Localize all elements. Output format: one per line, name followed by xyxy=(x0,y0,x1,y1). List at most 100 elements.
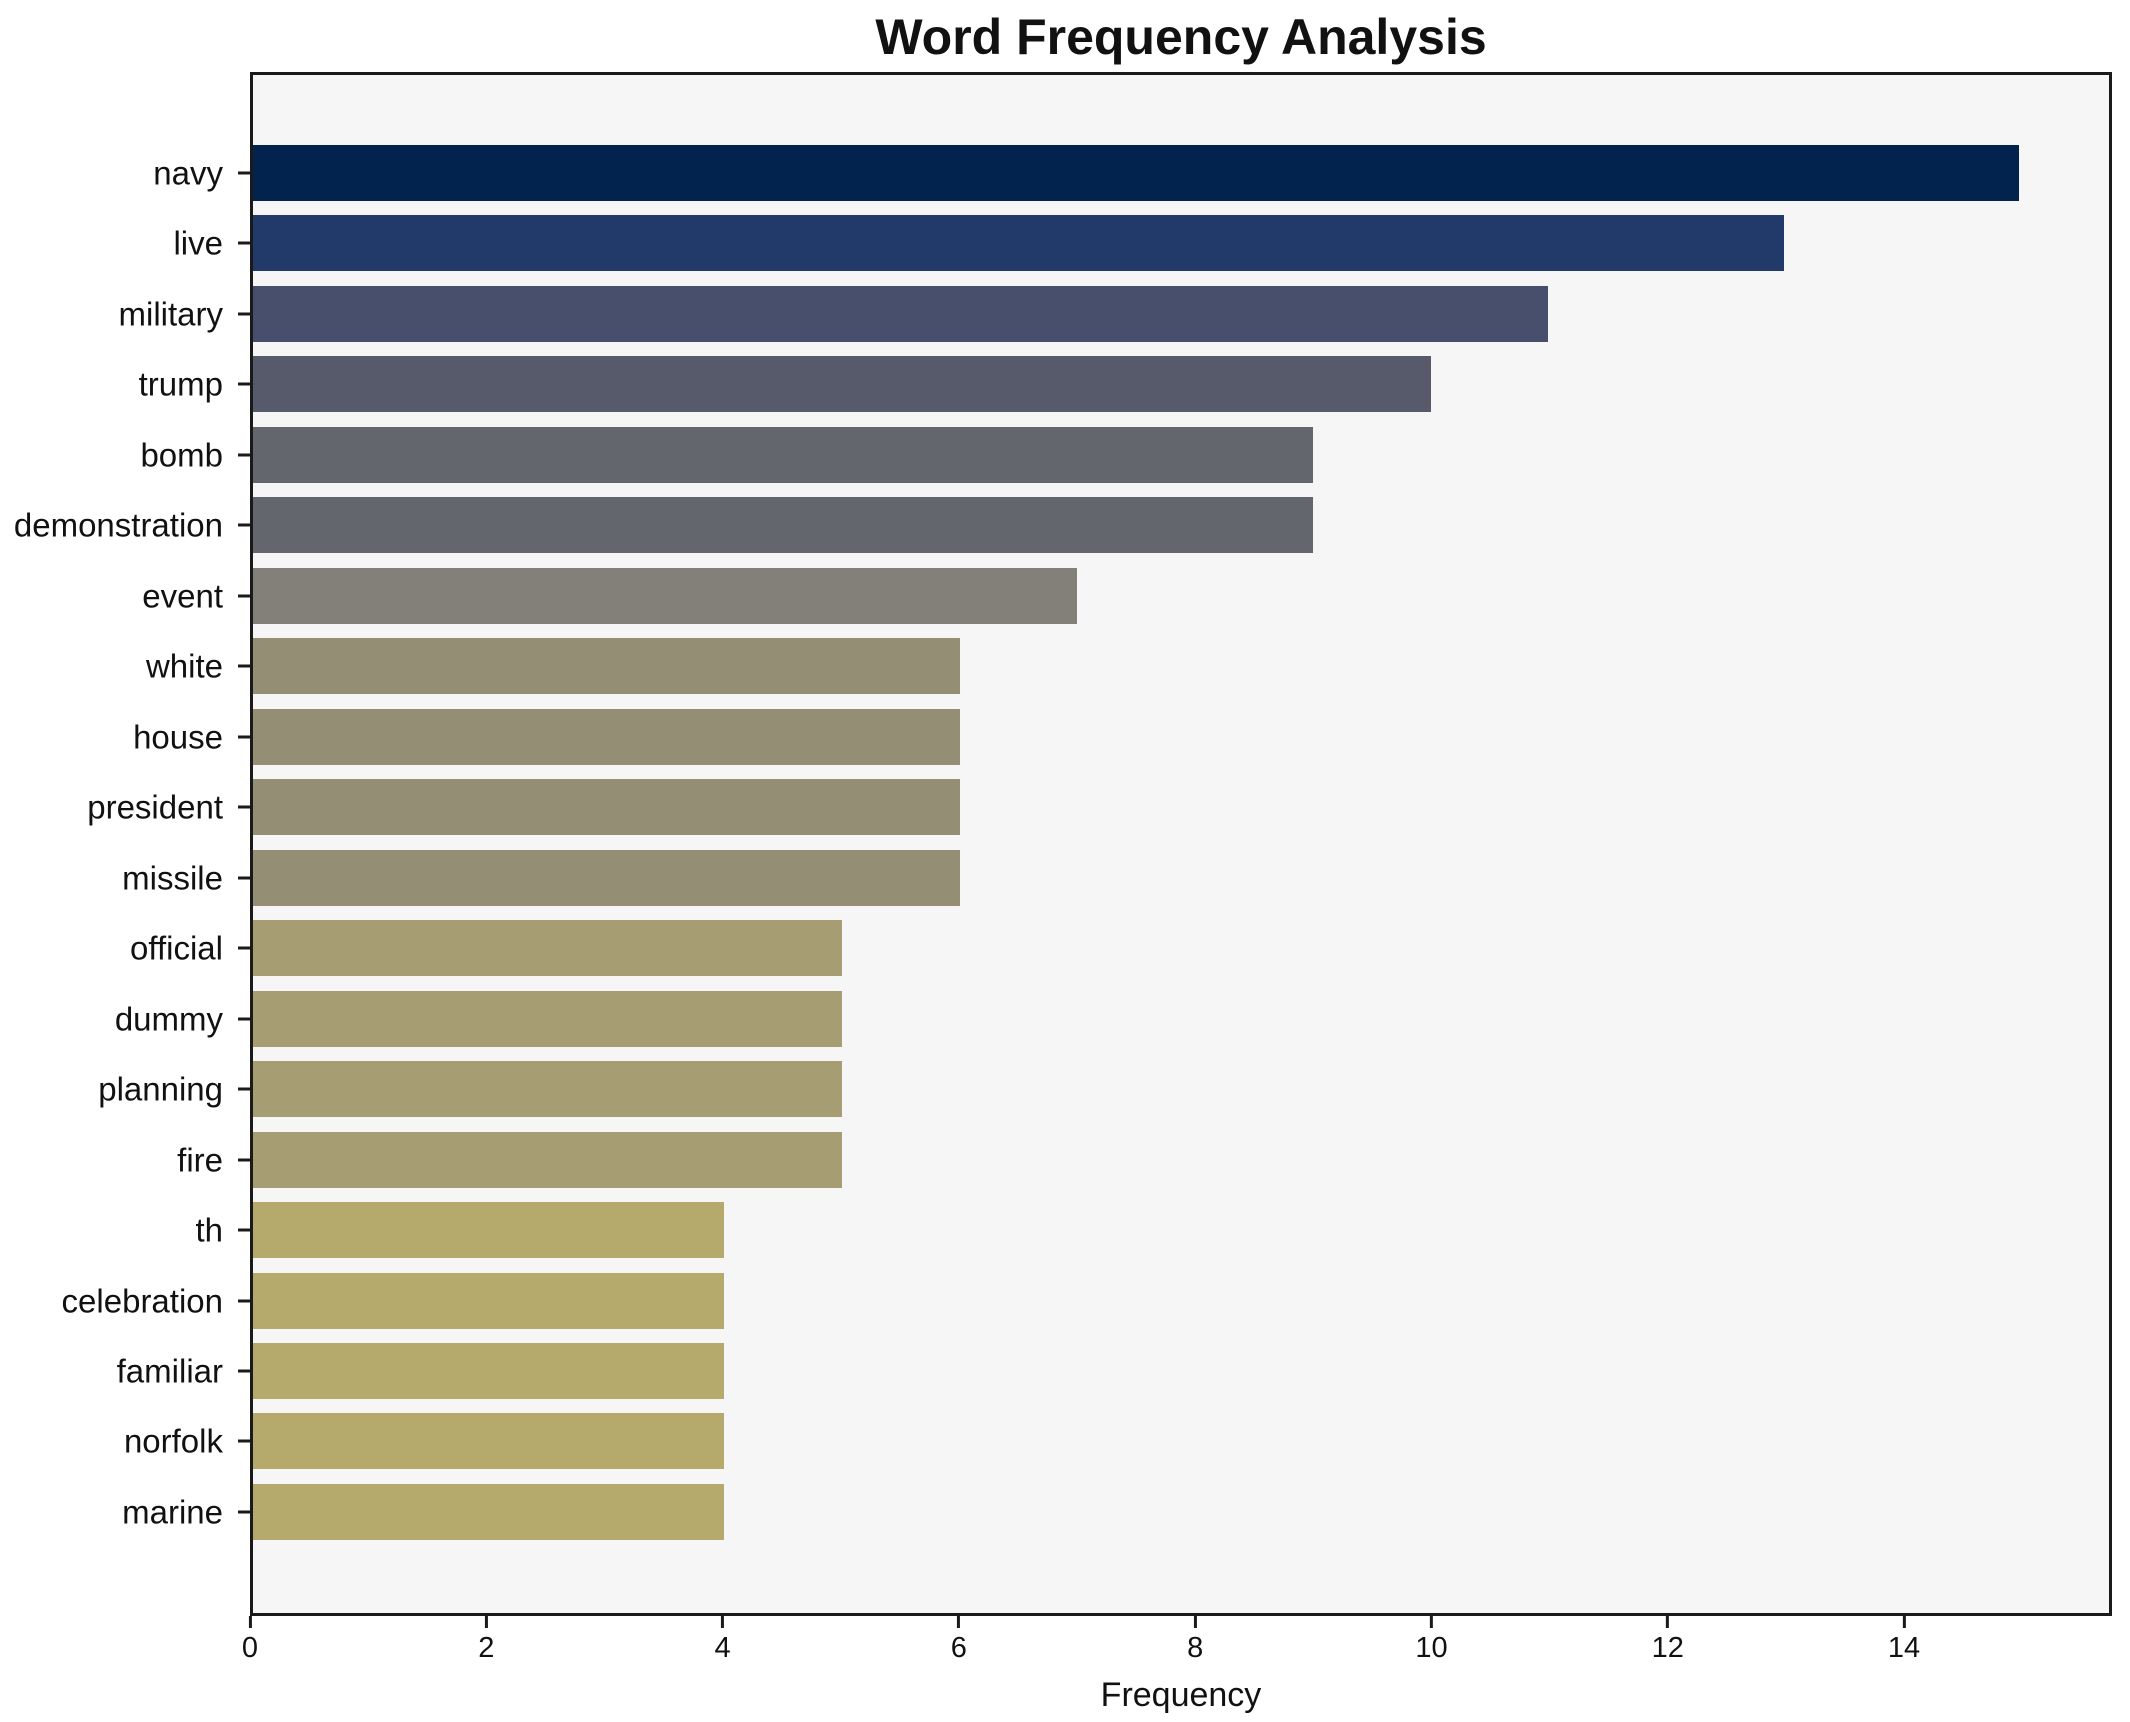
x-tick: 10 xyxy=(1415,1616,1448,1663)
x-tick: 12 xyxy=(1652,1616,1684,1663)
bar-row: norfolk xyxy=(124,1413,2109,1470)
y-axis-label: celebration xyxy=(61,1282,223,1319)
y-tick-mark xyxy=(238,1439,250,1443)
y-tick-mark xyxy=(238,1087,250,1091)
y-tick-mark xyxy=(238,523,250,527)
bar xyxy=(253,426,1313,483)
x-tick: 4 xyxy=(715,1616,731,1663)
bar xyxy=(253,1202,725,1259)
plot-area: navy live military trump bomb demonstration ev… xyxy=(14,72,2112,1616)
bar-row: trump xyxy=(139,356,2109,413)
y-axis-label: familiar xyxy=(116,1352,223,1390)
bar xyxy=(253,849,960,906)
y-tick-mark xyxy=(238,946,250,950)
y-axis-label: white xyxy=(145,647,223,685)
bar xyxy=(253,1413,725,1470)
x-tick-label: 0 xyxy=(241,1632,259,1664)
y-axis-label: planning xyxy=(98,1070,223,1108)
x-tick-label: 14 xyxy=(1887,1632,1921,1664)
bar-row: president xyxy=(87,779,2109,836)
x-tick-mark xyxy=(957,1616,961,1628)
bar xyxy=(253,497,1313,554)
y-axis-label: marine xyxy=(122,1493,223,1531)
bar-row: missile xyxy=(122,849,2109,906)
y-axis-label: event xyxy=(142,577,223,615)
bar-row: dummy xyxy=(115,990,2109,1047)
x-tick: 2 xyxy=(478,1616,494,1663)
bars-container: navy live military trump bomb demonstration ev… xyxy=(14,75,2109,1613)
y-tick-mark xyxy=(238,453,250,457)
y-axis-label: official xyxy=(130,929,223,967)
y-tick-mark xyxy=(238,664,250,668)
y-axis-label: demonstration xyxy=(13,506,223,544)
bar xyxy=(253,990,842,1047)
x-tick-label: 12 xyxy=(1651,1632,1684,1664)
bar-row: house xyxy=(133,708,2109,765)
y-tick-mark xyxy=(238,1369,250,1373)
bar xyxy=(253,708,960,765)
y-axis-label: president xyxy=(87,788,223,826)
x-tick: 6 xyxy=(951,1616,967,1663)
y-tick-mark xyxy=(238,876,250,880)
bar xyxy=(253,145,2020,201)
x-tick-mark xyxy=(1193,1616,1197,1628)
bar xyxy=(253,1272,725,1329)
bar-row: navy xyxy=(153,145,2109,201)
bar-row: celebration xyxy=(62,1272,2109,1329)
x-tick: 14 xyxy=(1888,1616,1920,1663)
bar-row: bomb xyxy=(140,426,2109,483)
y-axis-label: th xyxy=(195,1211,223,1249)
bar xyxy=(253,215,1784,272)
y-axis-label: trump xyxy=(138,365,223,403)
x-tick: 8 xyxy=(1187,1616,1203,1663)
bar xyxy=(253,779,960,836)
bar-row: fire xyxy=(177,1131,2109,1188)
x-tick-mark xyxy=(248,1616,252,1628)
bar-row: demonstration xyxy=(14,497,2109,554)
bar-row: white xyxy=(146,638,2109,695)
y-axis-label: bomb xyxy=(140,436,223,474)
bar-row: official xyxy=(130,920,2109,977)
y-tick-mark xyxy=(238,312,250,316)
bar-row: th xyxy=(195,1202,2109,1259)
bar xyxy=(253,1131,842,1188)
x-tick-label: 4 xyxy=(714,1632,731,1664)
bar-row: military xyxy=(119,285,2109,342)
y-tick-mark xyxy=(238,241,250,245)
bar xyxy=(253,567,1078,624)
y-tick-mark xyxy=(238,735,250,739)
bar xyxy=(253,356,1431,413)
x-tick-label: 2 xyxy=(478,1632,495,1664)
y-axis-label: norfolk xyxy=(123,1422,223,1460)
x-tick-label: 8 xyxy=(1187,1632,1204,1664)
y-tick-mark xyxy=(238,1017,250,1021)
y-axis-label: navy xyxy=(153,154,223,192)
y-tick-mark xyxy=(238,382,250,386)
y-tick-mark xyxy=(238,1510,250,1514)
y-axis-label: dummy xyxy=(114,1000,223,1038)
chart-title: Word Frequency Analysis xyxy=(875,9,1487,65)
x-axis: 0 2 4 6 8 10 12 14 xyxy=(242,1616,2112,1676)
y-axis-label: fire xyxy=(177,1141,223,1179)
bar xyxy=(253,920,842,977)
x-axis-title: Frequency xyxy=(1100,1676,1262,1714)
bar xyxy=(253,638,960,695)
y-tick-mark xyxy=(238,594,250,598)
x-tick: 0 xyxy=(242,1616,258,1663)
y-axis-label: house xyxy=(133,718,223,756)
x-tick-mark xyxy=(721,1616,725,1628)
x-tick-mark xyxy=(1666,1616,1670,1628)
y-tick-mark xyxy=(238,171,250,175)
bar-row: live xyxy=(173,215,2109,272)
bar xyxy=(253,1061,842,1118)
bar xyxy=(253,1483,725,1540)
bar xyxy=(253,1342,725,1399)
y-tick-mark xyxy=(238,1158,250,1162)
x-tick-mark xyxy=(484,1616,488,1628)
y-tick-mark xyxy=(238,805,250,809)
bar-row: planning xyxy=(98,1061,2109,1118)
x-tick-mark xyxy=(1429,1616,1433,1628)
y-axis-label: live xyxy=(173,224,223,262)
y-axis-label: missile xyxy=(122,859,223,897)
